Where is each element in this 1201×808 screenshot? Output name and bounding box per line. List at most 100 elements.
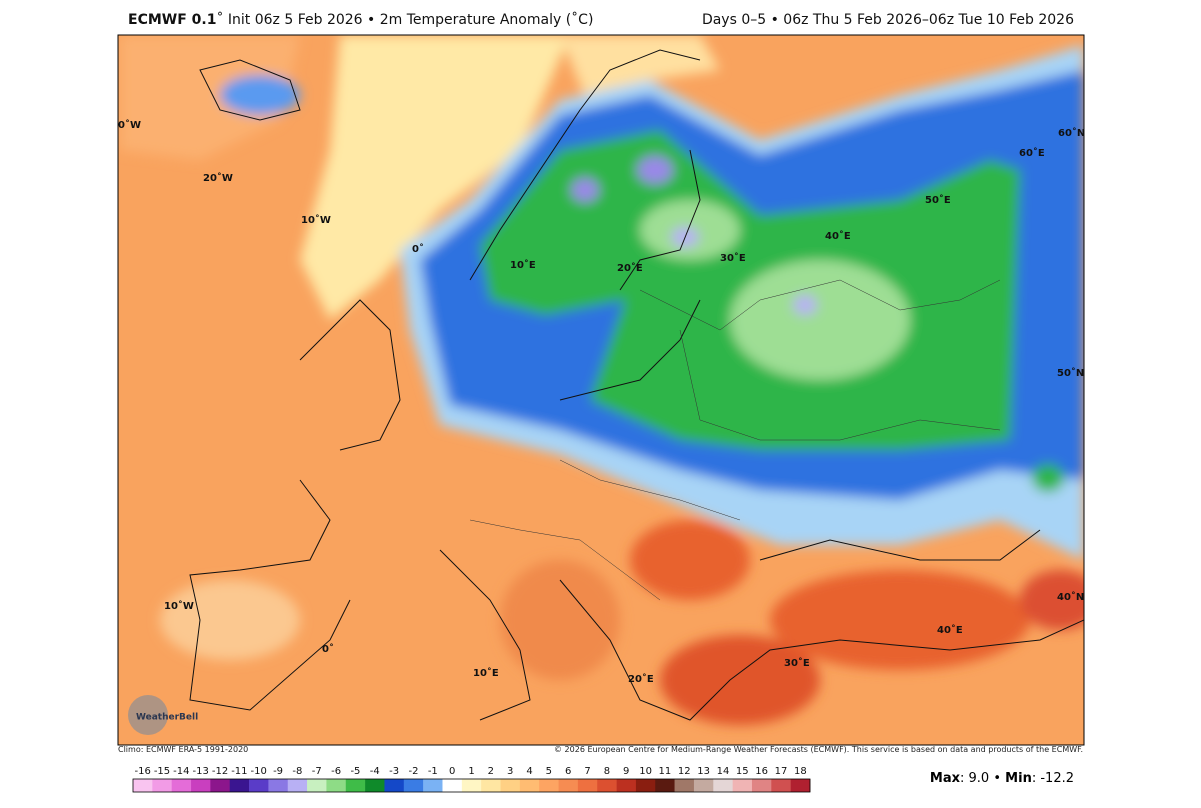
colorbar-label: -15: [154, 766, 170, 777]
colorbar-swatch: [732, 779, 753, 792]
warm-patch: [120, 35, 300, 160]
colorbar-swatch: [655, 779, 675, 792]
colorbar-label: -1: [428, 766, 438, 777]
colorbar-swatch: [693, 779, 714, 792]
colorbar-swatch: [577, 779, 598, 792]
graticule-label: 20˚W: [203, 172, 233, 184]
coastline: [559, 299, 701, 401]
colorbar-label: 16: [755, 766, 768, 777]
colorbar-swatch: [268, 779, 289, 792]
light-green-patch: [730, 260, 910, 380]
graticule-label: 20˚E: [628, 673, 654, 685]
colorbar-label: 7: [584, 766, 590, 777]
colorbar-swatch: [461, 779, 482, 792]
colorbar-label: 6: [565, 766, 571, 777]
colorbar: -16 -15 -14 -13 -12 -11 -10 -9 -8 -7 -6 -5 -4 -3 -2 -1 0…: [132, 766, 811, 793]
coastlines: [189, 49, 1084, 721]
colorbar-label: -14: [173, 766, 189, 777]
colorbar-label: 1: [468, 766, 474, 777]
colorbar-label: -10: [251, 766, 267, 777]
graticule-label: 10˚W: [301, 214, 331, 226]
colorbar-label: 15: [736, 766, 749, 777]
colorbar-swatch: [191, 779, 211, 792]
colorbar-swatch: [674, 779, 695, 792]
colorbar-frame: [132, 778, 811, 793]
graticule-label: 60˚N: [1058, 127, 1085, 139]
colorbar-swatch: [171, 779, 192, 792]
colorbar-swatch: [442, 779, 463, 792]
colorbar-label: -9: [273, 766, 283, 777]
coastline: [299, 299, 401, 451]
warm-spot: [500, 560, 620, 680]
colorbar-swatch: [345, 779, 366, 792]
purple-spot: [793, 295, 817, 315]
colorbar-label: 2: [488, 766, 494, 777]
cool-zone: [400, 45, 1084, 560]
colorbar-label: -13: [193, 766, 209, 777]
neutral-north: [560, 35, 720, 110]
graticule-label: 20˚E: [617, 262, 643, 274]
colorbar-label: -2: [408, 766, 418, 777]
coastline: [759, 529, 1041, 561]
separator: :: [960, 771, 965, 786]
very-cold-zone: [480, 130, 1020, 450]
colorbar-label: 3: [507, 766, 513, 777]
coastline: [439, 549, 531, 721]
borders: [469, 279, 1001, 601]
graticule-label: 40˚E: [937, 624, 963, 636]
colorbar-swatch: [539, 779, 559, 792]
cold-zone: [420, 70, 1084, 500]
colorbar-label: 14: [717, 766, 730, 777]
colorbar-swatch: [635, 779, 656, 792]
cold-spot: [1032, 464, 1064, 492]
colorbar-swatch: [771, 779, 791, 792]
colorbar-swatch: [287, 779, 308, 792]
colorbar-label: 13: [697, 766, 710, 777]
border: [639, 279, 1001, 331]
graticule-label: 30˚E: [720, 252, 746, 264]
colorbar-label: 12: [678, 766, 691, 777]
graticule-label: 40˚E: [825, 230, 851, 242]
graticule-label: 0˚: [322, 643, 334, 655]
colorbar-label: -3: [389, 766, 399, 777]
border: [469, 519, 661, 601]
colorbar-swatch: [481, 779, 501, 792]
colorbar-label: 8: [604, 766, 610, 777]
border: [679, 329, 1001, 441]
colorbar-label: 5: [546, 766, 552, 777]
min-value: -12.2: [1040, 771, 1074, 786]
graticule-label: 0˚: [412, 243, 424, 255]
colorbar-label: 4: [526, 766, 532, 777]
colorbar-swatch: [751, 779, 772, 792]
colorbar-swatch: [519, 779, 540, 792]
colorbar-label: -12: [212, 766, 228, 777]
colorbar-label: 11: [659, 766, 672, 777]
header-right: Days 0–5 • 06z Thu 5 Feb 2026–06z Tue 10…: [701, 12, 1074, 28]
graticule-labels: 0˚W 20˚W 10˚W 0˚ 10˚E 20˚E 30˚E 40˚E 50˚E 60˚E 60˚…: [118, 119, 1085, 685]
colorbar-label: -5: [350, 766, 360, 777]
colorbar-label: 10: [639, 766, 652, 777]
graticule-label: 60˚E: [1019, 147, 1045, 159]
colorbar-label: -11: [231, 766, 247, 777]
iceland-cold: [220, 75, 300, 115]
max-label: Max: [929, 771, 960, 786]
colorbar-label: -7: [312, 766, 322, 777]
colorbar-swatch: [307, 779, 327, 792]
iberia-mild: [160, 580, 300, 660]
graticule-label: 50˚N: [1057, 367, 1084, 379]
colorbar-label: -16: [134, 766, 150, 777]
stats: Max: 9.0 • Min: -12.2: [930, 771, 1074, 786]
graticule-label: 40˚N: [1057, 591, 1084, 603]
colorbar-label: -4: [370, 766, 380, 777]
colorbar-swatch: [229, 779, 250, 792]
logo-mark: [128, 695, 168, 735]
colorbar-label: -6: [331, 766, 341, 777]
colorbar-swatch: [423, 779, 443, 792]
colorbar-swatch: [326, 779, 347, 792]
colorbar-label: 17: [775, 766, 788, 777]
colorbar-swatch: [790, 779, 811, 792]
divider: •: [993, 771, 1002, 786]
warm-spot: [660, 635, 820, 725]
